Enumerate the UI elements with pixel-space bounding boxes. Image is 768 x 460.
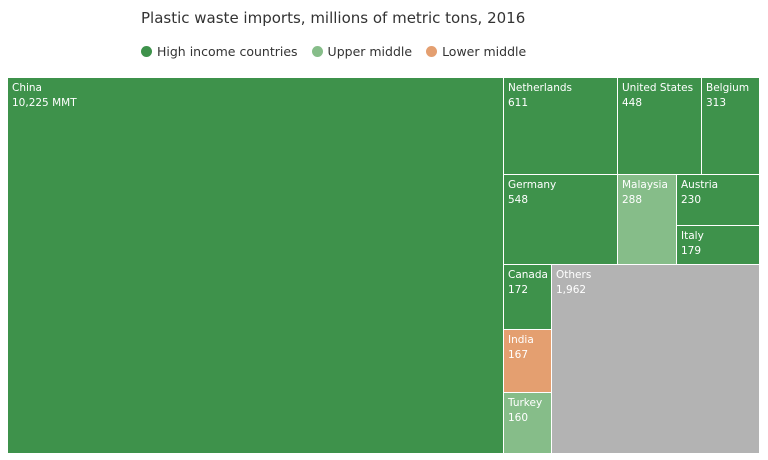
- cell-name: Belgium: [706, 82, 750, 94]
- cell-name: Malaysia: [622, 179, 668, 191]
- cell-name: United States: [622, 82, 694, 94]
- treemap-cell-china: China 10,225 MMT: [7, 77, 504, 454]
- cell-name: Turkey: [508, 397, 543, 409]
- cell-name: India: [508, 334, 534, 346]
- cell-name: Others: [556, 269, 592, 281]
- cell-value: 167: [508, 349, 529, 361]
- treemap-cell-germany: Germany 548: [503, 174, 618, 265]
- treemap-cell-others: Others 1,962: [551, 264, 760, 454]
- treemap-cell-turkey: Turkey 160: [503, 392, 552, 454]
- chart-title: Plastic waste imports, millions of metri…: [141, 9, 526, 27]
- treemap-cell-india: India 167: [503, 329, 552, 393]
- legend: High income countries Upper middle Lower…: [141, 44, 526, 59]
- cell-value: 172: [508, 284, 529, 296]
- legend-label: Lower middle: [442, 44, 527, 59]
- legend-item-upper-middle: Upper middle: [311, 44, 413, 59]
- cell-name: China: [12, 82, 42, 94]
- legend-swatch: [141, 46, 152, 57]
- treemap-cell-belgium: Belgium 313: [701, 77, 760, 175]
- legend-swatch: [311, 46, 323, 57]
- treemap-cell-italy: Italy 179: [676, 225, 760, 265]
- legend-swatch: [426, 46, 438, 57]
- cell-name: Italy: [681, 230, 704, 242]
- treemap-cell-austria: Austria 230: [676, 174, 760, 226]
- cell-value: 288: [622, 194, 643, 206]
- treemap-cell-canada: Canada 172: [503, 264, 552, 330]
- treemap-cell-malaysia: Malaysia 288: [617, 174, 677, 265]
- cell-name: Germany: [508, 179, 557, 191]
- cell-value: 160: [508, 412, 529, 424]
- cell-value: 611: [508, 97, 529, 109]
- cell-name: Canada: [508, 269, 548, 281]
- cell-value: 548: [508, 194, 529, 206]
- cell-name: Netherlands: [508, 82, 573, 94]
- legend-item-lower-middle: Lower middle: [426, 44, 526, 59]
- cell-value: 10,225 MMT: [12, 97, 77, 109]
- treemap-cell-united-states: United States 448: [617, 77, 702, 175]
- cell-name: Austria: [681, 179, 719, 191]
- cell-value: 230: [681, 194, 702, 206]
- legend-label: Upper middle: [327, 44, 413, 59]
- cell-value: 313: [706, 97, 727, 109]
- cell-value: 179: [681, 245, 702, 257]
- treemap-cell-netherlands: Netherlands 611: [503, 77, 618, 175]
- legend-item-high-income: High income countries: [141, 44, 298, 59]
- cell-value: 448: [622, 97, 643, 109]
- cell-value: 1,962: [556, 284, 587, 296]
- legend-label: High income countries: [157, 44, 298, 59]
